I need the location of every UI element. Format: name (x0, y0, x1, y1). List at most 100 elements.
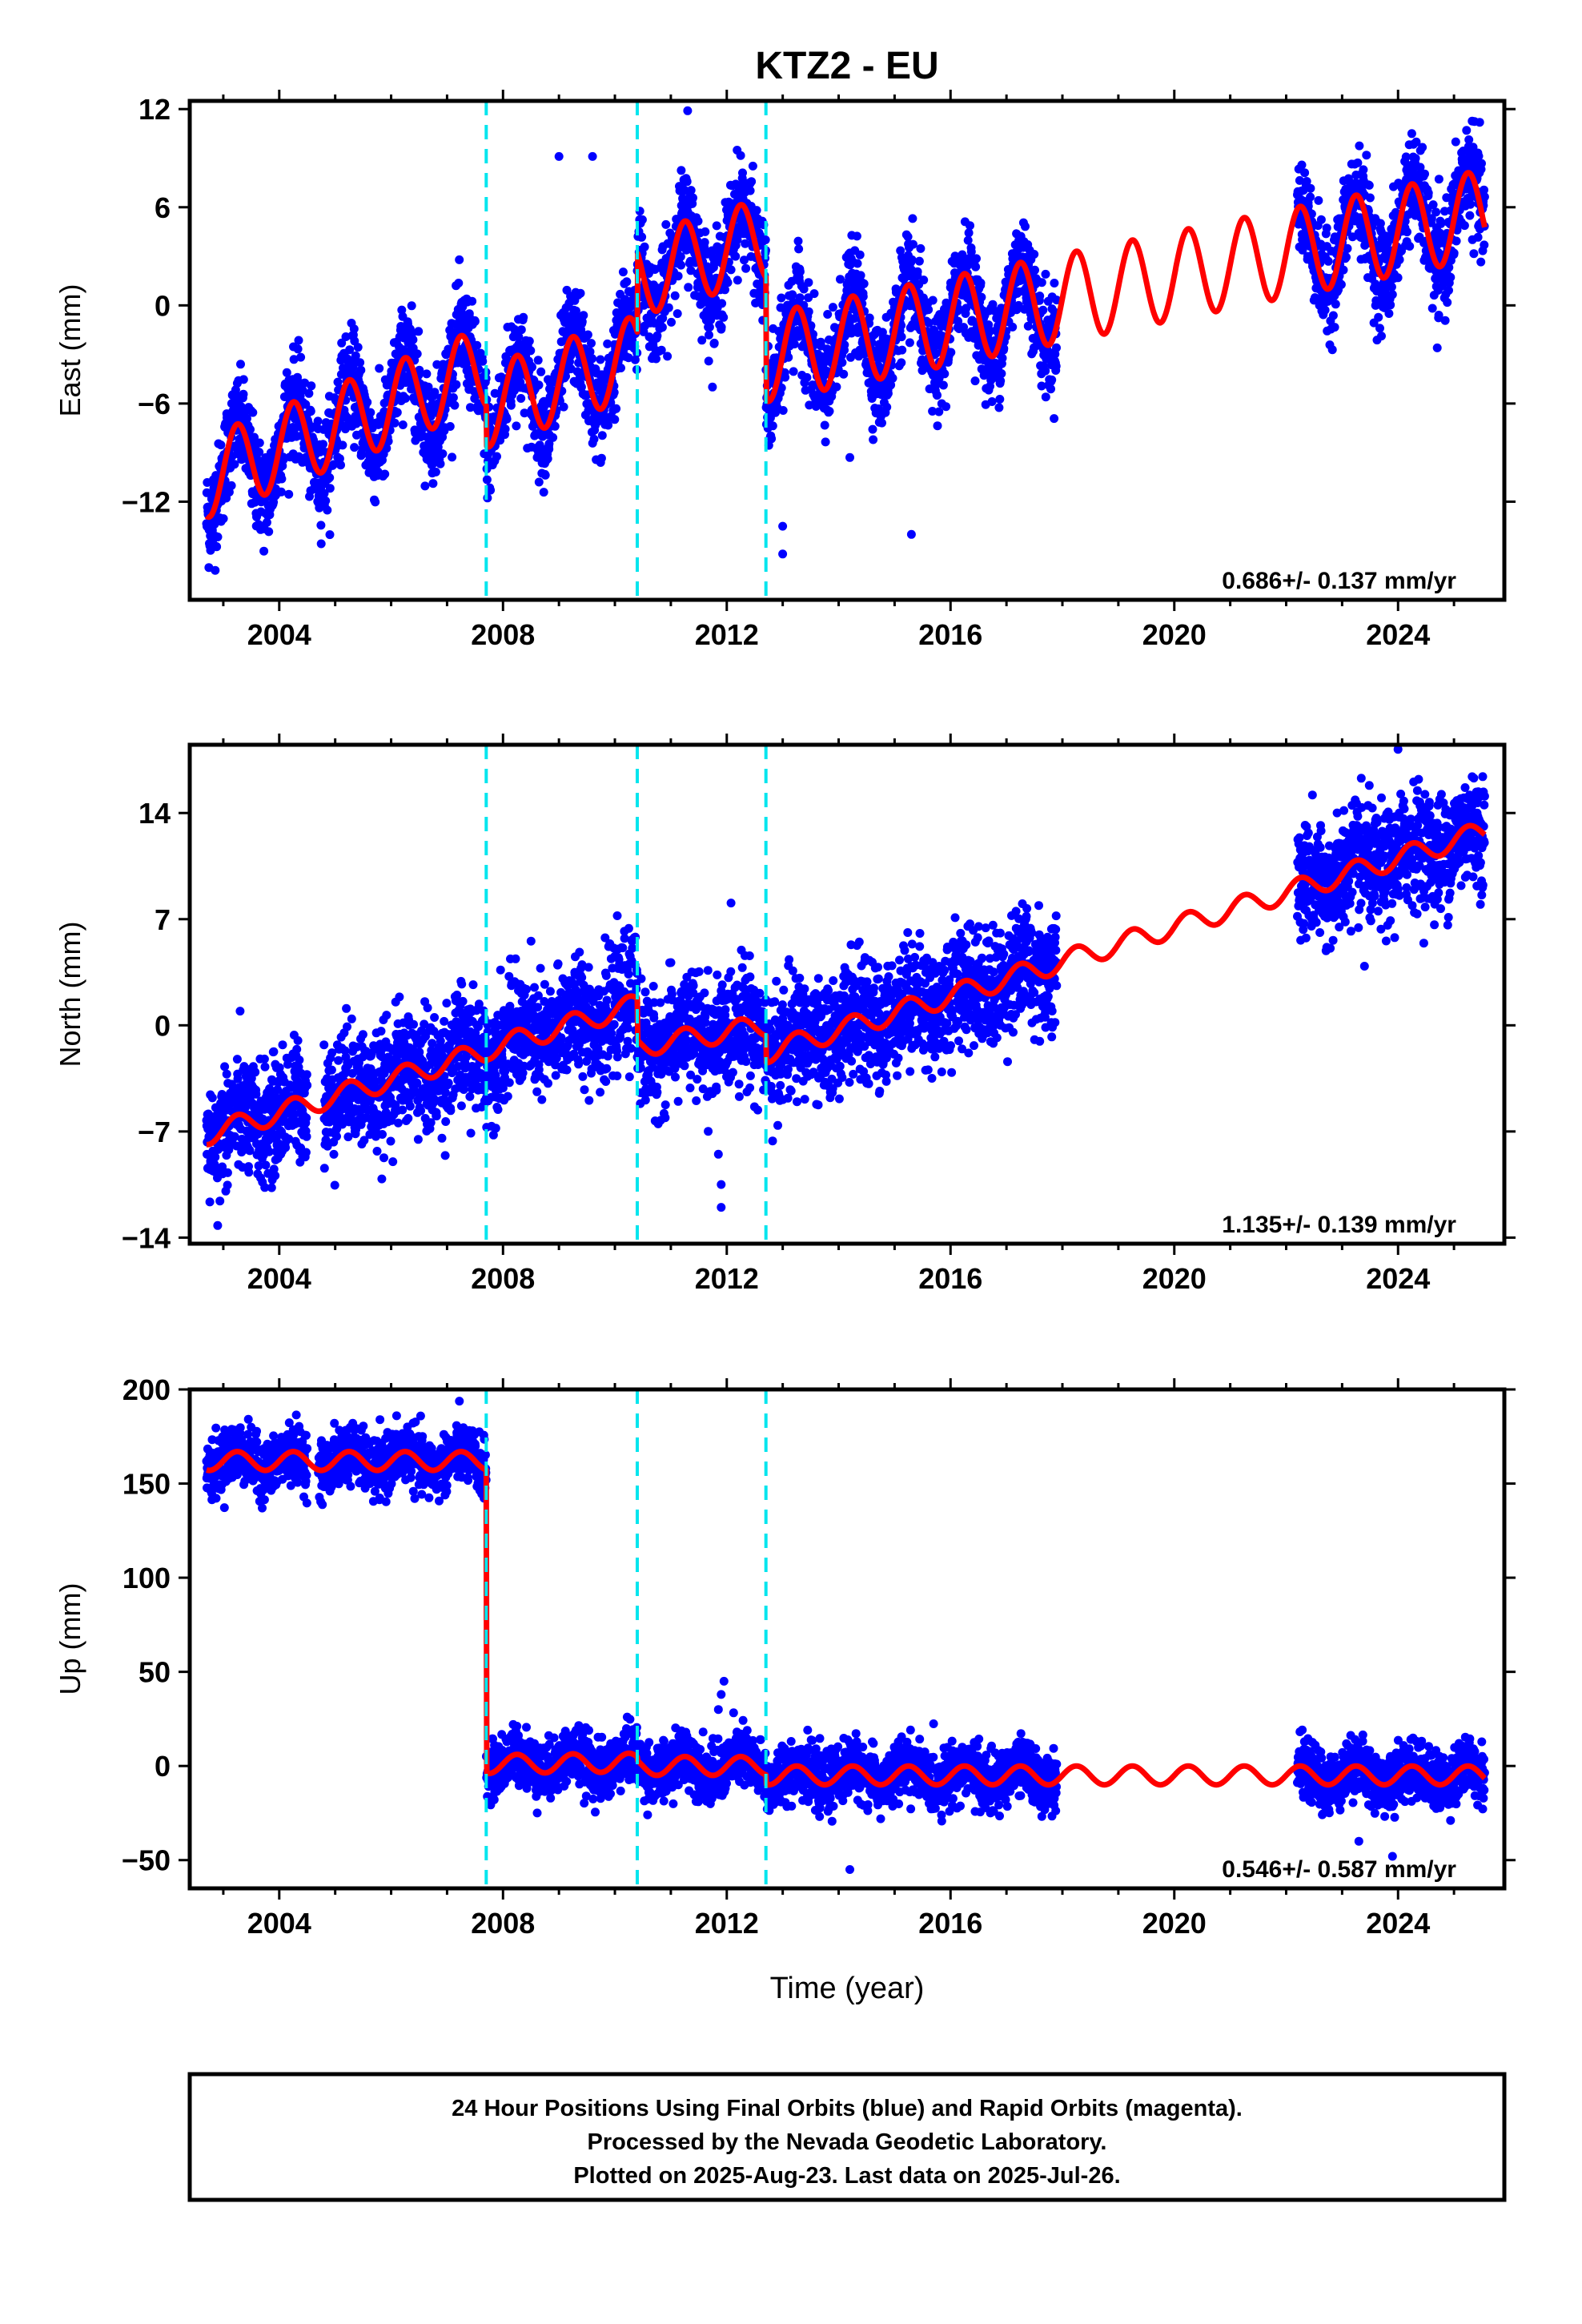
data-point (767, 434, 777, 444)
rate-annotation: 0.686+/- 0.137 mm/yr (1222, 568, 1456, 594)
data-point (897, 358, 906, 368)
data-point (431, 467, 440, 476)
data-point (738, 168, 747, 178)
data-point (259, 1054, 269, 1063)
data-point (723, 278, 733, 287)
y-tick-label: −12 (122, 485, 171, 518)
data-point (865, 313, 874, 323)
x-tick-label: 2020 (1142, 618, 1207, 651)
data-point (282, 368, 291, 377)
data-point (293, 344, 303, 354)
data-point (232, 1055, 242, 1064)
data-point (482, 475, 492, 485)
data-point (677, 166, 686, 175)
data-point (1377, 332, 1386, 341)
data-point (637, 232, 647, 242)
data-point (215, 1196, 225, 1206)
data-point (1306, 183, 1315, 193)
data-point (271, 1171, 280, 1180)
data-point (528, 362, 536, 372)
y-tick-label: 12 (139, 93, 171, 126)
data-point (335, 454, 344, 464)
x-tick-label: 2008 (471, 618, 535, 651)
data-point (663, 352, 673, 361)
data-point (677, 260, 686, 270)
data-point (329, 1149, 339, 1159)
data-point (954, 304, 963, 314)
data-point (248, 408, 258, 417)
data-point (924, 305, 934, 315)
data-point (933, 391, 942, 400)
data-point (587, 339, 596, 348)
data-point (1030, 250, 1039, 259)
data-point (323, 505, 332, 515)
data-point (1387, 282, 1396, 292)
data-point (319, 440, 327, 449)
data-point (448, 393, 458, 402)
data-point (1387, 290, 1397, 300)
data-point (337, 338, 347, 348)
data-point (348, 363, 358, 372)
data-point (506, 400, 516, 410)
data-point (302, 1132, 311, 1141)
data-point (1477, 159, 1486, 168)
data-point (610, 415, 620, 424)
data-point (712, 221, 721, 231)
data-point (304, 388, 314, 398)
data-point (1041, 269, 1050, 279)
data-point (868, 424, 877, 434)
data-point (1041, 392, 1050, 402)
data-point (345, 345, 355, 355)
data-point (1353, 158, 1363, 167)
data-point (794, 244, 804, 254)
data-point (809, 289, 819, 299)
data-point (897, 332, 906, 342)
data-point (828, 303, 837, 312)
data-point (1314, 195, 1323, 205)
data-point (795, 267, 805, 276)
data-point (1295, 175, 1304, 185)
data-point (946, 348, 956, 357)
data-point (909, 239, 917, 249)
figure-title: KTZ2 - EU (755, 45, 938, 87)
data-point (293, 1035, 303, 1045)
data-point (284, 489, 294, 499)
data-point (1427, 214, 1436, 223)
x-tick-label: 2012 (695, 618, 759, 651)
data-point (733, 275, 742, 285)
data-point (296, 352, 306, 362)
data-point (1393, 273, 1403, 283)
data-point (576, 382, 586, 392)
data-point (1364, 180, 1374, 190)
data-point (962, 304, 971, 313)
data-point (1316, 215, 1326, 224)
data-point (371, 497, 380, 507)
data-point (804, 278, 813, 287)
data-point (966, 221, 974, 231)
data-point (432, 360, 442, 369)
data-point (917, 366, 927, 376)
data-point (1342, 252, 1351, 262)
data-point (244, 1168, 254, 1177)
data-point (207, 1093, 217, 1103)
data-point (778, 406, 788, 415)
data-point (1436, 219, 1446, 228)
data-point (805, 400, 814, 410)
data-point (995, 395, 1005, 404)
data-point (640, 242, 649, 251)
data-point (717, 299, 727, 308)
outlier-point (588, 151, 597, 161)
data-point (1403, 227, 1411, 237)
data-point (1451, 137, 1460, 147)
data-point (914, 256, 924, 266)
data-point (719, 312, 729, 322)
data-point (873, 404, 883, 413)
data-point (242, 414, 251, 424)
data-point (524, 336, 534, 346)
data-point (804, 307, 813, 316)
data-point (1343, 243, 1352, 253)
data-point (741, 239, 750, 248)
data-point (1327, 345, 1337, 355)
data-point (276, 487, 286, 497)
